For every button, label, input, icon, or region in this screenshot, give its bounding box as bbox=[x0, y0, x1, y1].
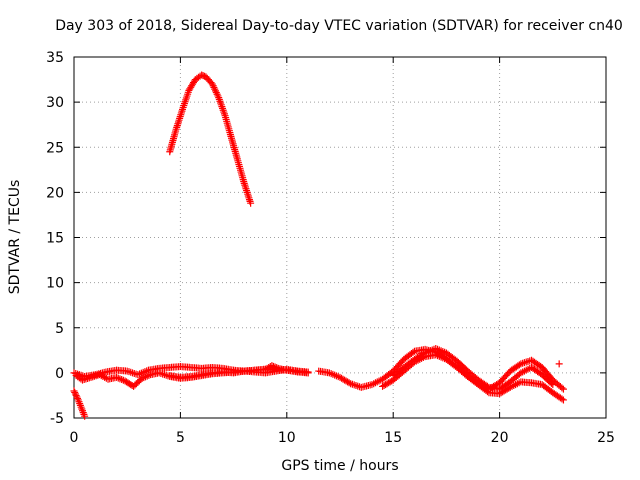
data-point bbox=[354, 382, 362, 390]
data-point bbox=[143, 372, 151, 380]
y-tick-label: 35 bbox=[46, 50, 64, 66]
data-point bbox=[247, 199, 255, 207]
series-afternoon-c bbox=[389, 345, 557, 393]
data-point bbox=[113, 373, 121, 381]
data-point bbox=[515, 361, 523, 369]
data-point bbox=[74, 394, 82, 402]
data-point bbox=[129, 369, 137, 377]
data-point bbox=[268, 362, 276, 370]
data-point bbox=[345, 379, 353, 387]
data-point bbox=[116, 375, 124, 383]
series-high-arc bbox=[166, 71, 255, 207]
data-point bbox=[558, 395, 566, 403]
data-point bbox=[119, 376, 127, 384]
series-isolated bbox=[555, 360, 563, 368]
data-point bbox=[214, 92, 222, 100]
data-point bbox=[127, 368, 135, 376]
data-point bbox=[270, 362, 277, 370]
data-point bbox=[71, 388, 79, 396]
y-axis-label: SDTVAR / TECUs bbox=[7, 180, 23, 295]
axis-ticks: 0 5 10 15 20 25 -5 0 5 10 15 20 25 30 35 bbox=[46, 50, 615, 446]
y-tick-label: 25 bbox=[46, 140, 64, 156]
chart-title: Day 303 of 2018, Sidereal Day-to-day VTE… bbox=[55, 18, 623, 34]
y-tick-label: 30 bbox=[46, 95, 64, 111]
y-tick-label: 0 bbox=[55, 366, 64, 382]
data-point bbox=[304, 368, 312, 376]
data-points bbox=[70, 71, 567, 420]
data-point bbox=[123, 367, 131, 375]
data-point bbox=[212, 89, 220, 97]
data-point bbox=[157, 369, 165, 377]
data-point bbox=[71, 390, 79, 398]
data-point bbox=[125, 368, 133, 376]
data-point bbox=[159, 370, 167, 378]
data-point bbox=[72, 391, 80, 399]
data-point bbox=[273, 364, 281, 372]
y-tick-label: 10 bbox=[46, 276, 64, 292]
data-point bbox=[208, 80, 216, 88]
y-tick-label: -5 bbox=[50, 411, 64, 427]
series-baseline-b bbox=[72, 365, 312, 390]
data-point bbox=[155, 369, 163, 377]
data-point bbox=[211, 85, 219, 93]
y-tick-label: 15 bbox=[46, 231, 64, 247]
data-point bbox=[420, 350, 428, 358]
x-tick-label: 5 bbox=[176, 430, 185, 446]
data-point bbox=[213, 90, 221, 98]
data-point bbox=[114, 374, 122, 382]
data-point bbox=[73, 393, 81, 401]
x-tick-label: 20 bbox=[491, 430, 509, 446]
series-early-drop bbox=[70, 387, 89, 420]
data-point bbox=[81, 412, 89, 420]
data-point bbox=[522, 358, 530, 366]
data-point bbox=[559, 396, 567, 404]
data-point bbox=[142, 373, 150, 381]
series-baseline-c bbox=[166, 362, 312, 381]
data-point bbox=[409, 348, 417, 356]
data-point bbox=[209, 82, 217, 90]
x-axis-label: GPS time / hours bbox=[281, 458, 398, 474]
data-point bbox=[140, 374, 148, 382]
data-point bbox=[559, 385, 567, 393]
data-point bbox=[118, 376, 126, 384]
data-point bbox=[70, 387, 78, 395]
data-point bbox=[549, 381, 557, 389]
data-point bbox=[352, 382, 360, 390]
y-tick-label: 20 bbox=[46, 185, 64, 201]
data-point bbox=[138, 374, 146, 382]
data-point bbox=[210, 83, 218, 91]
data-point bbox=[547, 379, 555, 387]
x-tick-label: 10 bbox=[278, 430, 296, 446]
data-point bbox=[558, 384, 566, 392]
data-point bbox=[160, 371, 168, 379]
data-point bbox=[145, 371, 153, 379]
data-point bbox=[212, 87, 220, 95]
x-tick-label: 15 bbox=[384, 430, 402, 446]
data-point bbox=[483, 382, 491, 390]
data-point bbox=[555, 360, 563, 368]
data-point bbox=[271, 363, 279, 371]
x-tick-label: 0 bbox=[70, 430, 79, 446]
x-tick-label: 25 bbox=[597, 430, 615, 446]
y-tick-label: 5 bbox=[55, 321, 64, 337]
